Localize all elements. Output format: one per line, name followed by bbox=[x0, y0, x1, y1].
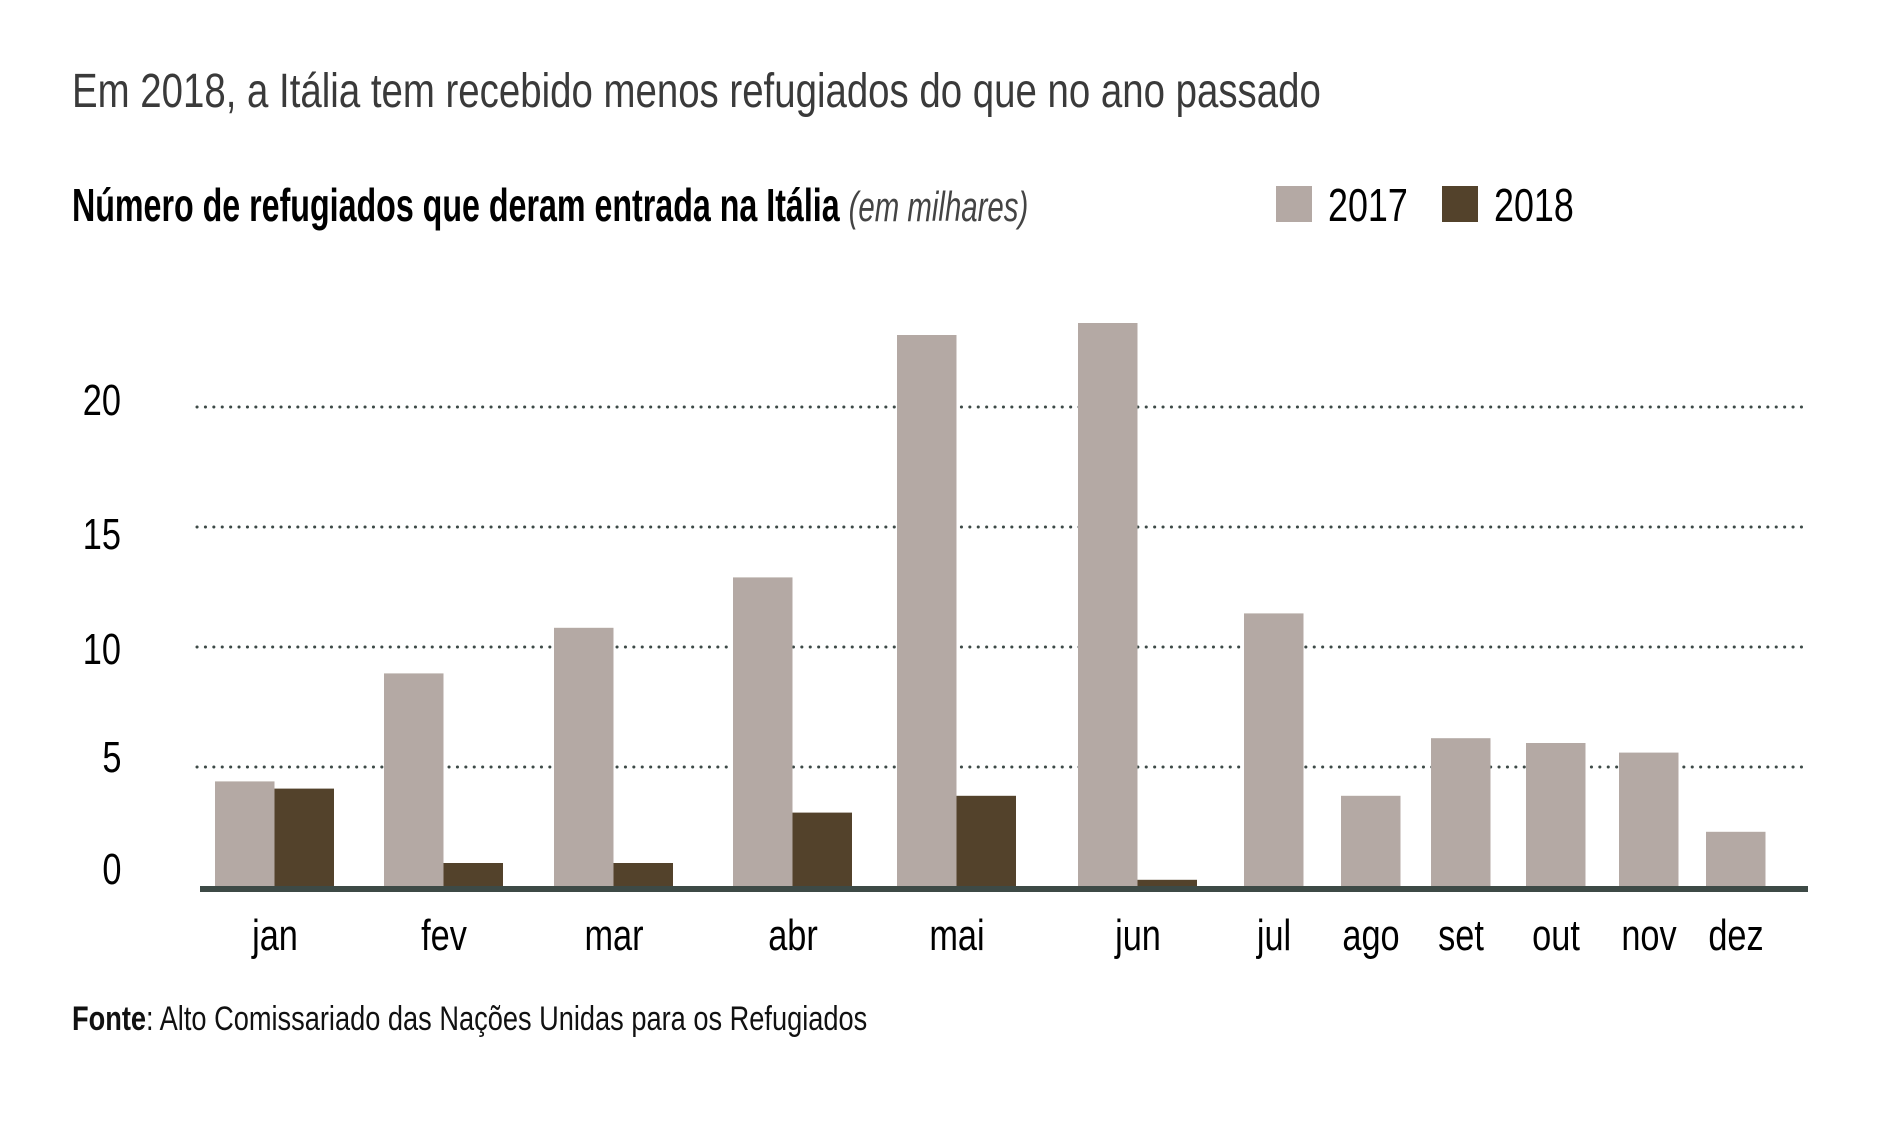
x-tick-label-mai: mai bbox=[928, 911, 985, 960]
x-tick-label-jun: jun bbox=[1114, 911, 1161, 960]
source-label: Fonte bbox=[72, 1000, 147, 1038]
bar-2017-mar bbox=[554, 627, 614, 887]
chart-title: Em 2018, a Itália tem recebido menos ref… bbox=[72, 65, 1321, 118]
x-axis-line bbox=[200, 886, 1808, 892]
x-tick-label-out: out bbox=[1531, 911, 1580, 960]
chart-subtitle: Número de refugiados que deram entrada n… bbox=[72, 178, 1028, 232]
bar-2018-mar bbox=[613, 863, 673, 887]
bar-2017-jan bbox=[215, 781, 275, 887]
y-tick-label-10: 10 bbox=[82, 625, 121, 674]
x-tick-label-dez: dez bbox=[1708, 911, 1764, 960]
source-note: Fonte: Alto Comissariado das Nações Unid… bbox=[72, 1000, 867, 1039]
y-tick-label-15: 15 bbox=[82, 510, 121, 559]
y-tick-label-5: 5 bbox=[101, 733, 121, 782]
bar-2018-jun bbox=[1137, 879, 1197, 887]
y-tick-label-0: 0 bbox=[101, 845, 121, 894]
bar-2017-ago bbox=[1341, 795, 1401, 887]
subtitle-text: Número de refugiados que deram entrada n… bbox=[72, 179, 840, 231]
legend-label-2018: 2018 bbox=[1494, 179, 1574, 231]
bar-2018-abr bbox=[792, 812, 852, 887]
x-tick-label-jan: jan bbox=[251, 911, 298, 960]
x-tick-label-set: set bbox=[1437, 911, 1484, 960]
bar-2018-fev bbox=[443, 863, 503, 887]
legend-swatch-2017 bbox=[1276, 186, 1312, 222]
y-tick-label-20: 20 bbox=[82, 376, 121, 425]
source-text: : Alto Comissariado das Nações Unidas pa… bbox=[146, 1000, 868, 1038]
bar-2018-jan bbox=[274, 788, 334, 887]
subtitle-unit: (em milhares) bbox=[848, 183, 1029, 230]
legend-label-2017: 2017 bbox=[1328, 179, 1408, 231]
bar-2017-mai bbox=[897, 335, 957, 887]
bars bbox=[215, 323, 1766, 887]
x-tick-label-ago: ago bbox=[1342, 911, 1400, 960]
bar-2017-fev bbox=[384, 673, 444, 887]
bar-2017-jun bbox=[1078, 323, 1138, 887]
bar-2017-out bbox=[1526, 743, 1586, 887]
x-tick-label-mar: mar bbox=[583, 911, 644, 960]
bar-2017-nov bbox=[1619, 752, 1679, 887]
bar-2017-dez bbox=[1706, 831, 1766, 887]
x-tick-label-fev: fev bbox=[420, 911, 467, 960]
bar-2018-mai bbox=[956, 795, 1016, 887]
x-tick-label-abr: abr bbox=[767, 911, 818, 960]
x-tick-label-nov: nov bbox=[1621, 911, 1677, 960]
bar-2017-set bbox=[1431, 738, 1491, 887]
bar-2017-abr bbox=[733, 577, 793, 887]
bar-2017-jul bbox=[1244, 613, 1304, 887]
legend-swatch-2018 bbox=[1442, 186, 1478, 222]
x-tick-label-jul: jul bbox=[1256, 911, 1291, 960]
